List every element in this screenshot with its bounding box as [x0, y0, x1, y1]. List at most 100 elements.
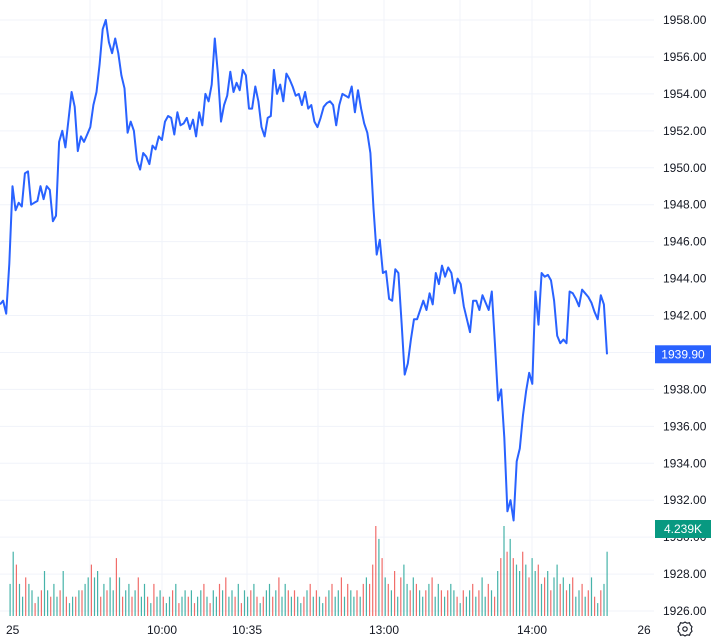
- volume-bar: [293, 590, 296, 616]
- volume-bar: [312, 596, 314, 616]
- y-tick-label: 1956.00: [663, 50, 707, 64]
- x-tick-label: 26: [637, 623, 651, 637]
- volume-bar: [62, 571, 64, 616]
- volume-bar: [318, 596, 321, 616]
- volume-bar: [565, 590, 568, 616]
- volume-bar: [284, 583, 286, 616]
- volume-bar: [156, 596, 158, 616]
- volume-bar: [106, 590, 108, 616]
- volume-bar: [450, 583, 452, 616]
- x-tick-label: 10:35: [232, 623, 262, 637]
- chart-settings-button[interactable]: [676, 620, 694, 638]
- volume-bar: [569, 583, 571, 616]
- volume-bar: [303, 596, 305, 616]
- price-line: [0, 19, 608, 522]
- volume-bar: [281, 596, 283, 616]
- volume-bar: [90, 564, 92, 616]
- volume-bar: [25, 577, 27, 616]
- volume-bar: [228, 596, 230, 616]
- volume-bar: [434, 596, 436, 616]
- volume-bar: [59, 590, 61, 616]
- volume-bar: [431, 577, 433, 616]
- volume-bar: [362, 583, 364, 616]
- volume-bar: [384, 577, 386, 616]
- volume-bar: [528, 577, 530, 616]
- volume-bar: [150, 603, 152, 616]
- volume-bar: [259, 603, 261, 616]
- volume-bar: [218, 583, 221, 616]
- x-tick-label: 14:00: [517, 623, 547, 637]
- volume-bar: [12, 551, 14, 616]
- volume-bar: [372, 564, 374, 616]
- volume-bar: [31, 590, 33, 616]
- volume-bar: [247, 596, 249, 616]
- volume-bar: [387, 583, 389, 616]
- volume-bar: [469, 590, 471, 616]
- volume-bar: [115, 558, 117, 616]
- volume-bar: [403, 564, 405, 616]
- volume-bar: [122, 596, 124, 616]
- volume-bar: [550, 590, 552, 616]
- volume-bar: [531, 558, 533, 616]
- volume-bar: [297, 596, 299, 616]
- volume-bar: [553, 577, 555, 616]
- volume-bar: [600, 590, 602, 616]
- volume-bar: [537, 564, 539, 616]
- volume-bar: [378, 538, 380, 616]
- volume-bar: [325, 596, 327, 616]
- volume-bar: [525, 564, 527, 616]
- volume-bar: [68, 603, 71, 616]
- volume-bar: [547, 571, 549, 616]
- volume-bar: [556, 564, 558, 616]
- volume-bar: [478, 590, 480, 616]
- volume-bar: [484, 596, 486, 616]
- volume-bar: [278, 577, 280, 616]
- volume-bar: [340, 577, 342, 616]
- volume-bar: [425, 590, 427, 616]
- y-tick-label: 1932.00: [663, 493, 707, 507]
- volume-bar: [131, 596, 133, 616]
- volume-bar: [56, 596, 58, 616]
- volume-bar: [459, 603, 461, 616]
- volume-bars: [9, 526, 608, 616]
- volume-bar: [240, 603, 242, 616]
- volume-bar: [350, 590, 352, 616]
- volume-bar: [290, 596, 292, 616]
- volume-bar: [522, 551, 524, 616]
- volume-bar: [137, 577, 139, 616]
- y-tick-label: 1946.00: [663, 235, 707, 249]
- volume-bar: [43, 571, 46, 616]
- volume-bar: [147, 596, 149, 616]
- volume-bar: [337, 590, 339, 616]
- volume-bar: [534, 571, 536, 616]
- volume-bar: [50, 596, 52, 616]
- volume-bar: [15, 564, 17, 616]
- volume-bar: [475, 596, 477, 616]
- volume-bar: [381, 558, 383, 616]
- gear-icon: [677, 621, 693, 637]
- grid-lines: [0, 0, 654, 618]
- volume-bar: [103, 583, 105, 616]
- volume-bar: [375, 526, 377, 616]
- volume-bar: [237, 583, 239, 616]
- volume-bar: [587, 590, 589, 616]
- volume-bar: [234, 596, 236, 616]
- y-tick-label: 1958.00: [663, 13, 707, 27]
- volume-bar: [397, 596, 399, 616]
- volume-bar: [406, 583, 408, 616]
- y-tick-label: 1928.00: [663, 567, 707, 581]
- y-tick-label: 1950.00: [663, 161, 707, 175]
- volume-bar: [193, 603, 196, 616]
- volume-bar: [253, 583, 255, 616]
- volume-bar: [47, 590, 49, 616]
- volume-badge: [655, 520, 711, 538]
- volume-bar: [356, 590, 358, 616]
- volume-bar: [562, 577, 564, 616]
- volume-bar: [53, 583, 55, 616]
- volume-bar: [509, 538, 511, 616]
- volume-bar: [590, 577, 593, 616]
- volume-bar: [334, 596, 336, 616]
- volume-bar: [190, 590, 192, 616]
- y-tick-label: 1936.00: [663, 419, 707, 433]
